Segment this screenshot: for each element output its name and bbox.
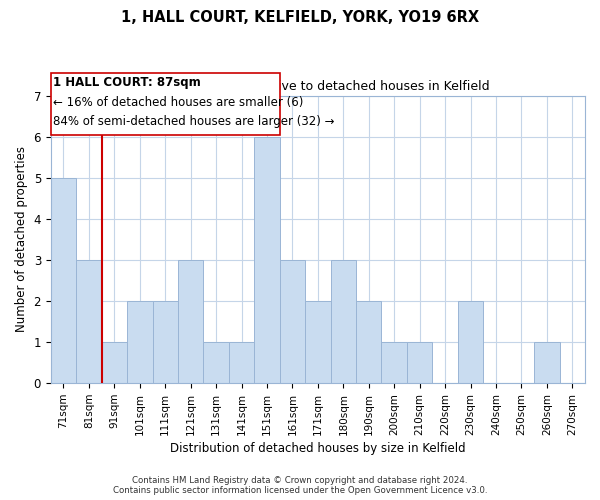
- Text: 84% of semi-detached houses are larger (32) →: 84% of semi-detached houses are larger (…: [53, 115, 335, 128]
- X-axis label: Distribution of detached houses by size in Kelfield: Distribution of detached houses by size …: [170, 442, 466, 455]
- Bar: [356, 301, 382, 383]
- Bar: [280, 260, 305, 383]
- Bar: [203, 342, 229, 383]
- Bar: [127, 301, 152, 383]
- Bar: [101, 342, 127, 383]
- Y-axis label: Number of detached properties: Number of detached properties: [15, 146, 28, 332]
- Bar: [382, 342, 407, 383]
- FancyBboxPatch shape: [51, 73, 280, 134]
- Bar: [305, 301, 331, 383]
- Text: Contains HM Land Registry data © Crown copyright and database right 2024.
Contai: Contains HM Land Registry data © Crown c…: [113, 476, 487, 495]
- Bar: [229, 342, 254, 383]
- Bar: [458, 301, 483, 383]
- Bar: [76, 260, 101, 383]
- Text: ← 16% of detached houses are smaller (6): ← 16% of detached houses are smaller (6): [53, 96, 304, 108]
- Bar: [534, 342, 560, 383]
- Text: 1 HALL COURT: 87sqm: 1 HALL COURT: 87sqm: [53, 76, 201, 89]
- Bar: [152, 301, 178, 383]
- Bar: [51, 178, 76, 383]
- Title: Size of property relative to detached houses in Kelfield: Size of property relative to detached ho…: [146, 80, 490, 93]
- Text: 1, HALL COURT, KELFIELD, YORK, YO19 6RX: 1, HALL COURT, KELFIELD, YORK, YO19 6RX: [121, 10, 479, 25]
- Bar: [331, 260, 356, 383]
- Bar: [178, 260, 203, 383]
- Bar: [254, 136, 280, 383]
- Bar: [407, 342, 433, 383]
